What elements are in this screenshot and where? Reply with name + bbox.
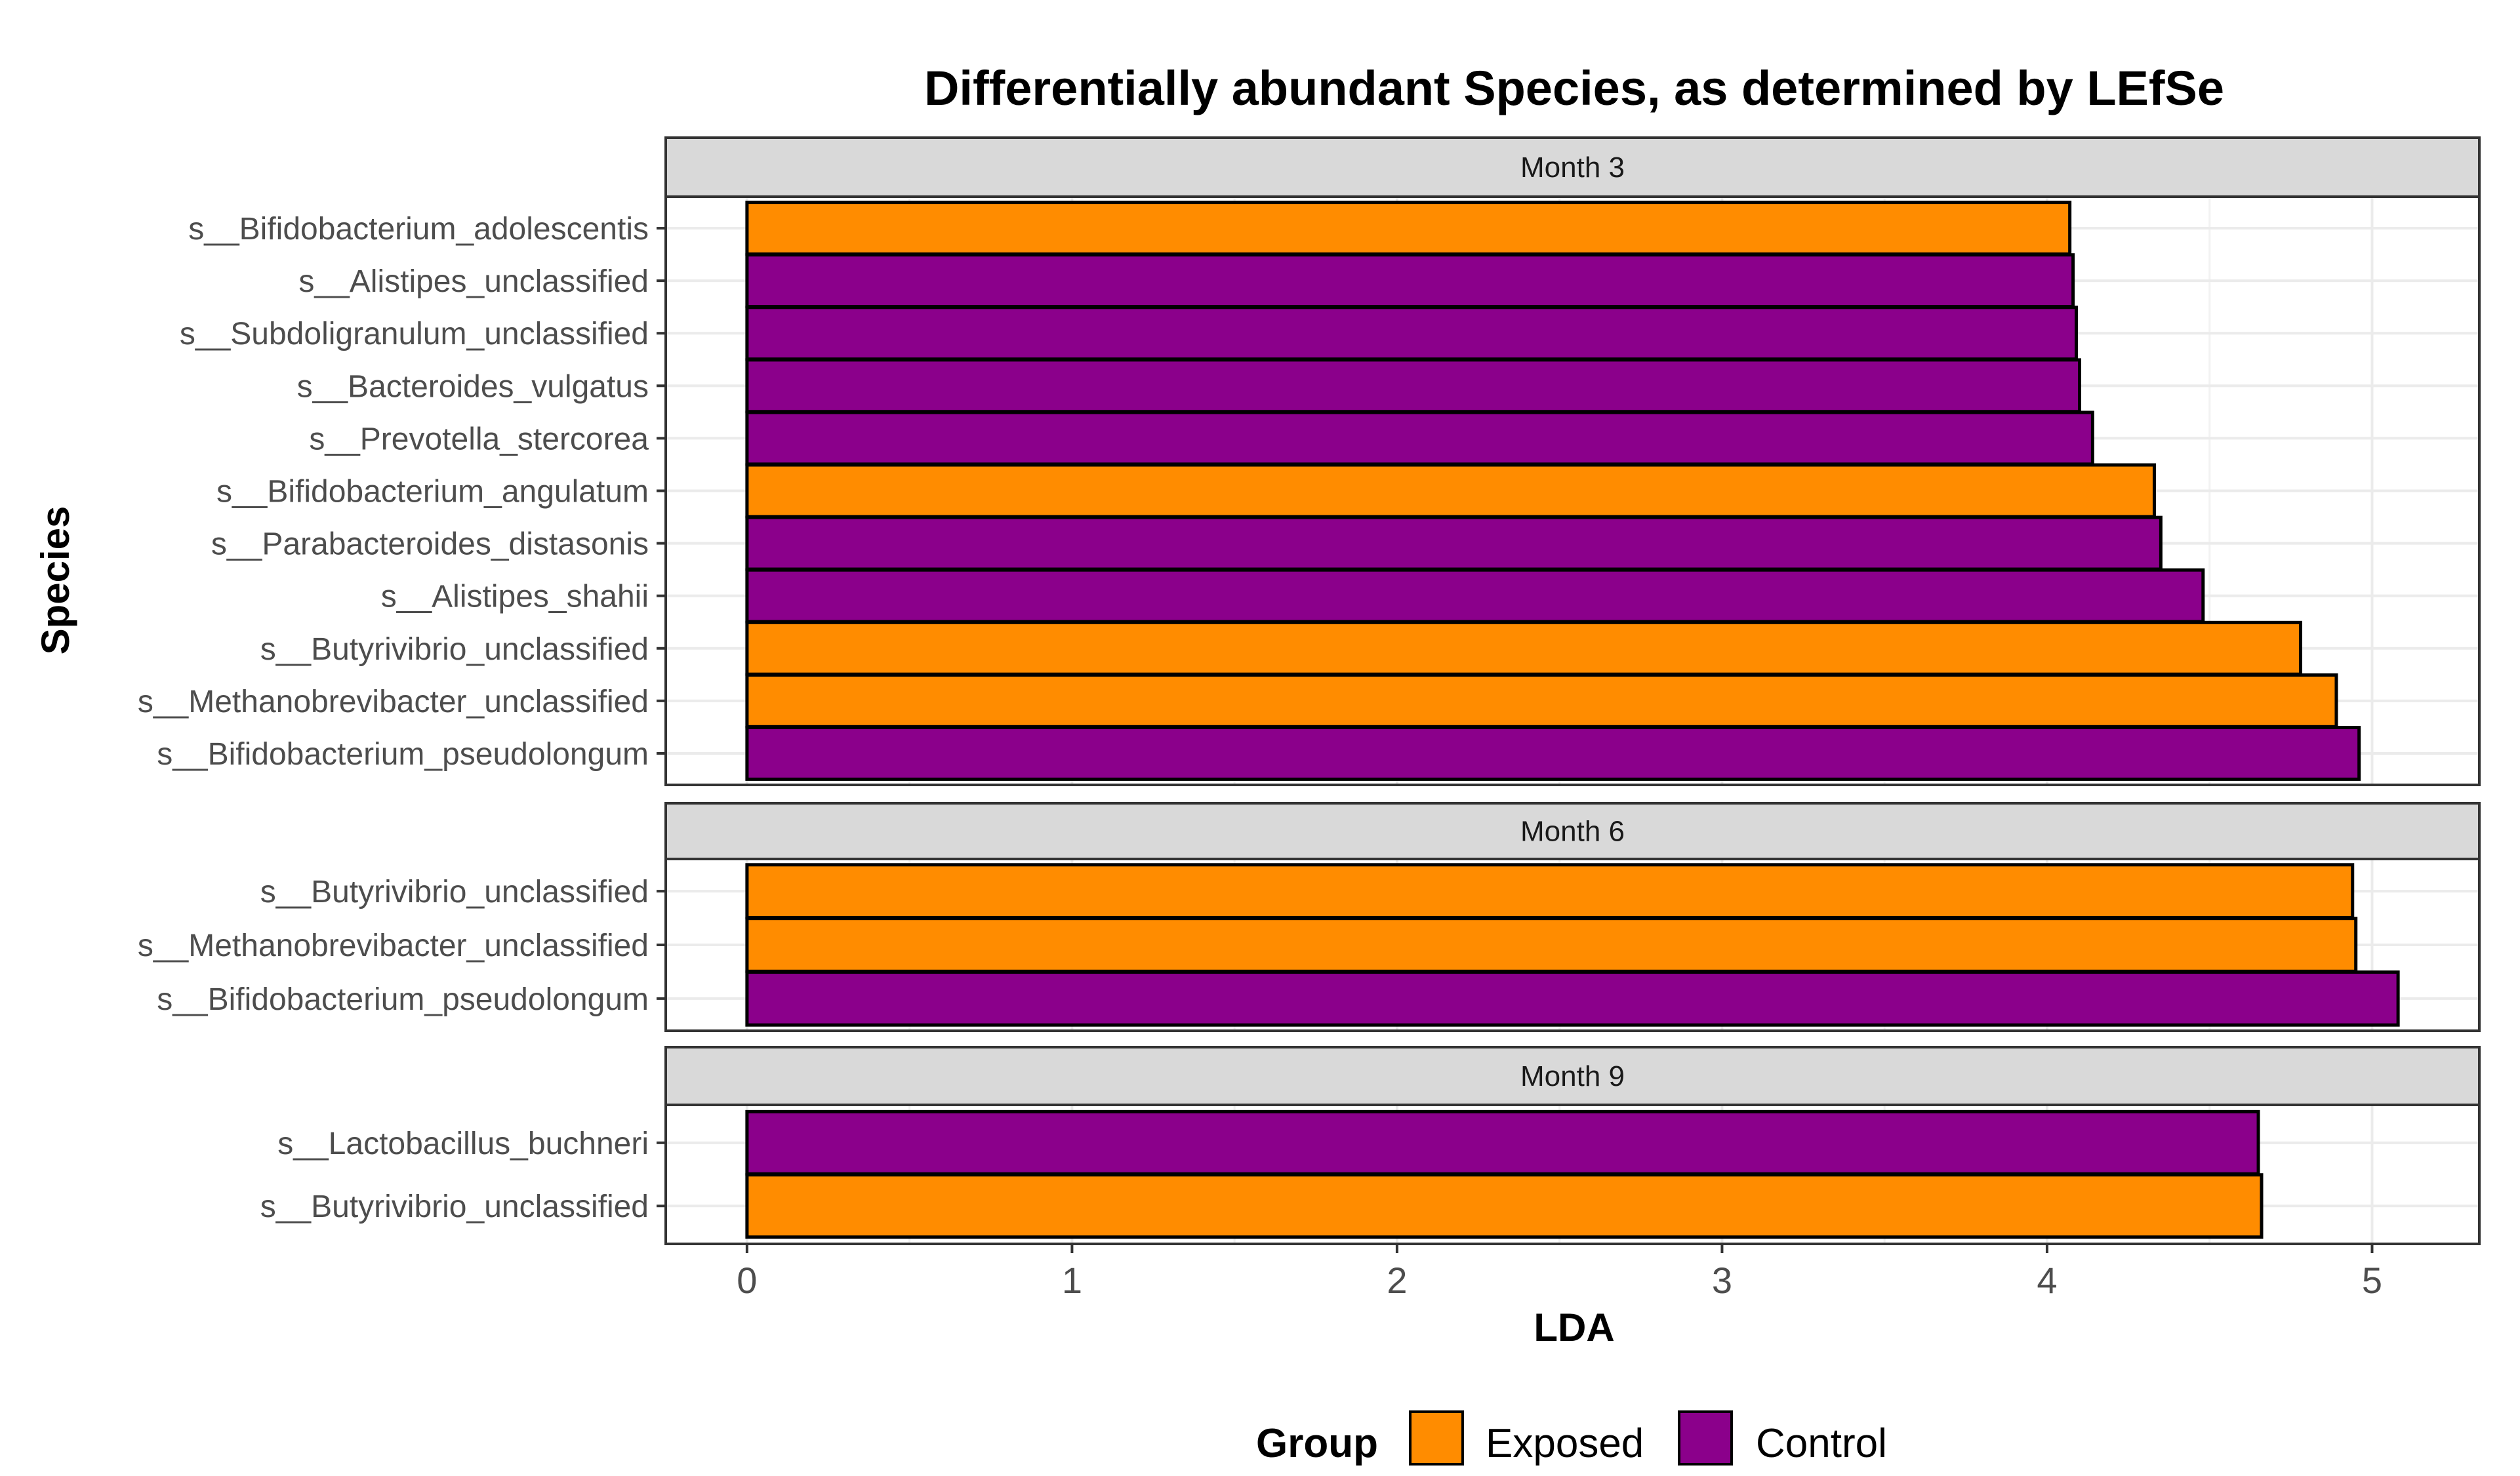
species-label: s__Bacteroides_vulgatus bbox=[297, 369, 649, 404]
species-label: s__Alistipes_unclassified bbox=[298, 264, 649, 299]
species-label: s__Parabacteroides_distasonis bbox=[211, 527, 649, 562]
species-label: s__Prevotella_stercorea bbox=[309, 422, 649, 456]
bar-control bbox=[745, 410, 2094, 466]
species-label: s__Methanobrevibacter_unclassified bbox=[138, 685, 649, 719]
species-label: s__Methanobrevibacter_unclassified bbox=[138, 928, 649, 963]
bar-control bbox=[745, 358, 2082, 414]
bar-exposed bbox=[745, 1173, 2264, 1239]
bar-control bbox=[745, 568, 2205, 624]
species-label: s__Subdoligranulum_unclassified bbox=[180, 317, 649, 351]
bar-exposed bbox=[745, 673, 2338, 728]
species-label: s__Butyrivibrio_unclassified bbox=[260, 632, 649, 667]
facet-strip bbox=[664, 136, 2481, 198]
species-label: s__Butyrivibrio_unclassified bbox=[260, 875, 649, 909]
x-tick-label: 3 bbox=[1712, 1260, 1732, 1301]
species-label: s__Lactobacillus_buchneri bbox=[277, 1127, 649, 1161]
bar-exposed bbox=[745, 863, 2355, 919]
facet-panel-2: s__Butyrivibrio_unclassified s__Methanobr… bbox=[138, 802, 2481, 1032]
bar-exposed bbox=[745, 201, 2072, 256]
facet-strip-label: Month 9 bbox=[1520, 1060, 1625, 1092]
x-tick-label: 2 bbox=[1387, 1260, 1407, 1301]
legend-label-exposed: Exposed bbox=[1486, 1421, 1644, 1466]
facet-panel-1: s__Bifidobacterium_adolescentis s__Alisti… bbox=[138, 136, 2481, 786]
bar-control bbox=[745, 1109, 2260, 1176]
facet-strip bbox=[664, 1046, 2481, 1106]
bar-control bbox=[745, 726, 2361, 781]
species-label: s__Butyrivibrio_unclassified bbox=[260, 1189, 649, 1224]
legend-label-control: Control bbox=[1756, 1421, 1887, 1466]
facet-strip-label: Month 3 bbox=[1520, 151, 1625, 184]
legend-key-exposed bbox=[1409, 1410, 1464, 1466]
chart-title: Differentially abundant Species, as dete… bbox=[924, 61, 2224, 115]
x-axis-title: LDA bbox=[1534, 1306, 1614, 1349]
facet-strip-label: Month 6 bbox=[1520, 816, 1625, 848]
y-axis-title: Species bbox=[33, 506, 77, 655]
bar-control bbox=[745, 306, 2079, 361]
x-axis: 0 1 2 3 4 5 bbox=[737, 1244, 2382, 1301]
species-label: s__Alistipes_shahii bbox=[381, 580, 649, 614]
bar-exposed bbox=[745, 620, 2302, 676]
facet-panels: s__Bifidobacterium_adolescentis s__Alisti… bbox=[138, 136, 2481, 1245]
x-tick-label: 0 bbox=[737, 1260, 757, 1301]
facet-panel-3: s__Lactobacillus_buchneri s__Butyrivibrio… bbox=[260, 1046, 2481, 1245]
bar-control bbox=[745, 253, 2075, 309]
species-label: s__Bifidobacterium_adolescentis bbox=[188, 212, 649, 247]
x-tick-label: 5 bbox=[2362, 1260, 2382, 1301]
legend: Group Exposed Control bbox=[1256, 1410, 1887, 1466]
species-label: s__Bifidobacterium_pseudolongum bbox=[157, 982, 649, 1017]
species-label: s__Bifidobacterium_angulatum bbox=[216, 475, 649, 509]
bar-control bbox=[745, 970, 2400, 1027]
facet-strip bbox=[664, 802, 2481, 860]
bar-exposed bbox=[745, 917, 2358, 973]
x-tick-label: 4 bbox=[2037, 1260, 2057, 1301]
x-tick-label: 1 bbox=[1062, 1260, 1082, 1301]
legend-title: Group bbox=[1256, 1421, 1378, 1466]
bar-control bbox=[745, 515, 2163, 571]
legend-key-control bbox=[1678, 1410, 1733, 1466]
species-label: s__Bifidobacterium_pseudolongum bbox=[157, 737, 649, 772]
bar-exposed bbox=[745, 463, 2156, 519]
